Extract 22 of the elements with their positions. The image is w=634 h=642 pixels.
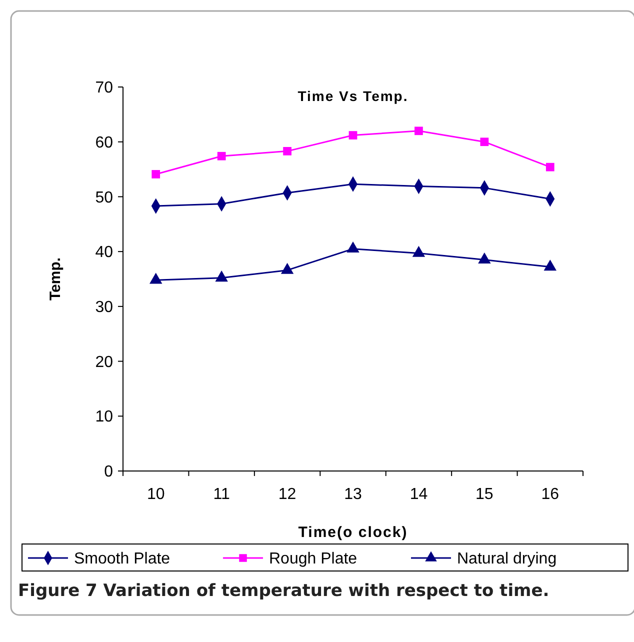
x-tick-label: 16: [541, 486, 560, 503]
x-tick-label: 15: [476, 486, 494, 503]
y-tick-label: 0: [104, 464, 114, 481]
y-tick-label: 40: [95, 244, 114, 262]
y-tick-label: 30: [95, 299, 114, 316]
y-tick-label: 60: [95, 134, 114, 152]
x-tick-label: 14: [410, 486, 428, 503]
chart-title: Time Vs Temp.: [298, 88, 408, 104]
legend-label: Rough Plate: [269, 550, 358, 568]
x-tick-label: 12: [278, 486, 296, 503]
legend-label: Natural drying: [457, 550, 557, 568]
x-tick-label: 10: [146, 486, 165, 503]
x-tick-label: 13: [344, 486, 362, 503]
y-tick-label: 20: [95, 354, 114, 371]
legend-label: Smooth Plate: [74, 550, 170, 568]
y-tick-label: 70: [95, 80, 114, 97]
x-tick-label: 11: [213, 486, 230, 503]
caption: Figure 7 Variation of temperature with respect to time.: [18, 581, 550, 601]
y-axis-title: Temp.: [47, 257, 64, 301]
x-axis-title: Time(o clock): [298, 524, 408, 541]
y-tick-label: 50: [95, 189, 114, 206]
y-tick-label: 10: [95, 408, 114, 426]
